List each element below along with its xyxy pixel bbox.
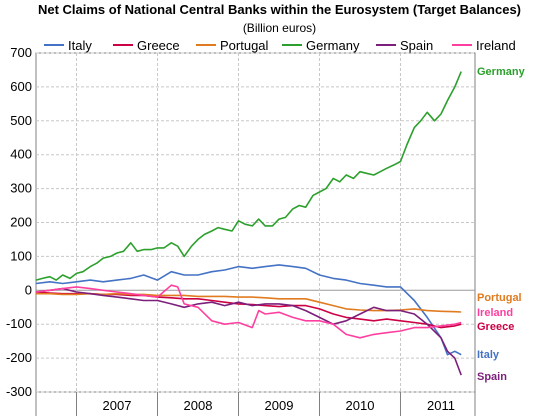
x-tick-label: 2011 — [427, 398, 455, 413]
x-tick-label: 2010 — [346, 398, 375, 413]
end-label-portugal: Portugal — [477, 292, 522, 304]
legend-item-spain: Spain — [376, 38, 433, 53]
y-tick-label: 200 — [10, 215, 32, 230]
y-tick-label: 400 — [10, 147, 32, 162]
legend-label: Germany — [306, 38, 360, 53]
legend: Italy Greece Portugal Germany Spain Ireland — [44, 38, 516, 53]
end-label-germany: Germany — [477, 66, 526, 78]
y-tick-label: 500 — [10, 113, 32, 128]
legend-label: Spain — [400, 38, 433, 53]
y-tick-label: 0 — [25, 282, 32, 297]
legend-item-italy: Italy — [44, 38, 92, 53]
legend-label: Ireland — [476, 38, 516, 53]
y-tick-label: 600 — [10, 79, 32, 94]
y-tick-label: -200 — [6, 350, 32, 365]
y-tick-label: -100 — [6, 316, 32, 331]
end-label-spain: Spain — [477, 371, 507, 383]
series-line-spain — [35, 287, 462, 376]
x-tick-label: 2007 — [103, 398, 132, 413]
y-tick-label: 300 — [10, 181, 32, 196]
legend-label: Greece — [137, 38, 180, 53]
x-tick-label: 2009 — [265, 398, 294, 413]
series-line-italy — [35, 264, 462, 356]
chart-title: Net Claims of National Central Banks wit… — [38, 2, 521, 17]
x-tick-label: 2008 — [184, 398, 213, 413]
legend-item-greece: Greece — [113, 38, 180, 53]
y-tick-label: 100 — [10, 248, 32, 263]
series-line-portugal — [36, 292, 462, 313]
legend-label: Portugal — [220, 38, 269, 53]
y-tick-label: 700 — [10, 45, 32, 60]
series-line-germany — [35, 71, 462, 281]
y-tick-label: -300 — [6, 384, 32, 399]
end-label-italy: Italy — [477, 349, 500, 361]
end-labels: Italy Greece Portugal Germany Spain Ireland — [477, 66, 526, 383]
chart-subtitle: (Billion euros) — [243, 21, 316, 35]
legend-item-germany: Germany — [282, 38, 360, 53]
legend-item-ireland: Ireland — [452, 38, 516, 53]
end-label-ireland: Ireland — [477, 307, 513, 319]
axes: 700 600 500 400 300 200 100 0 -100 -200 -300 2007 20… — [6, 45, 476, 416]
end-label-greece: Greece — [477, 321, 514, 333]
legend-label: Italy — [68, 38, 92, 53]
series-lines — [35, 71, 462, 376]
legend-item-portugal: Portugal — [196, 38, 269, 53]
series-line-ireland — [35, 284, 462, 339]
